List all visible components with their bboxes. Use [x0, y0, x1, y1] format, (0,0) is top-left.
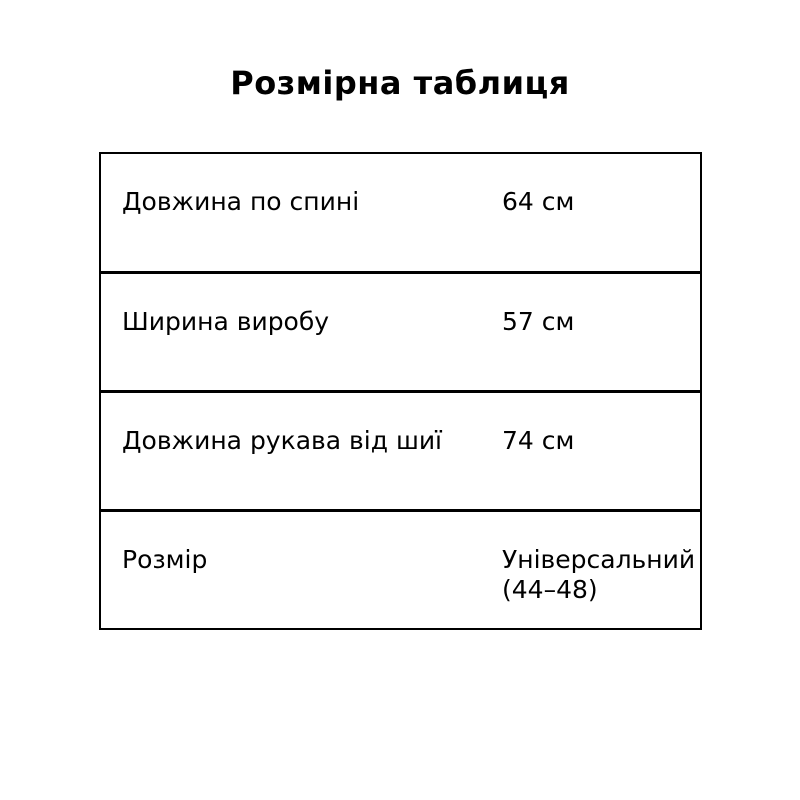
measurement-label: Довжина по спині — [122, 187, 360, 216]
measurement-label: Довжина рукава від шиї — [122, 425, 443, 455]
table-row: Розмір Універсальний (44–48) — [100, 510, 701, 629]
measurement-label: Ширина виробу — [122, 306, 330, 336]
table-row: Довжина рукава від шиї 74 см — [100, 391, 701, 510]
page-title: Розмірна таблиця — [230, 64, 570, 103]
size-table: Довжина по спині 64 см Ширина виробу 57 … — [99, 152, 702, 630]
measurement-value: Універсальний (44–48) — [502, 544, 696, 604]
table-row: Довжина по спині 64 см — [100, 153, 701, 272]
measurement-label: Розмір — [122, 544, 208, 574]
measurement-value: 64 см — [502, 187, 575, 216]
measurement-value: 57 см — [502, 306, 575, 336]
table-row: Ширина виробу 57 см — [100, 272, 701, 391]
measurement-value: 74 см — [502, 425, 575, 455]
